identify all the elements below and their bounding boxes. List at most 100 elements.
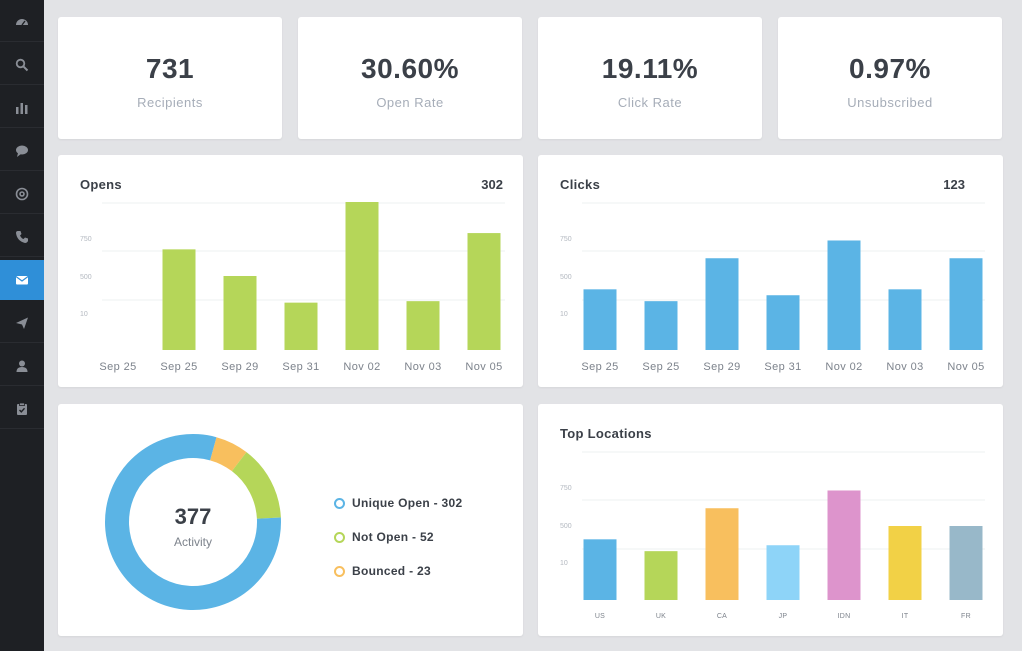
activity-total: 377 bbox=[174, 504, 212, 529]
bar bbox=[827, 490, 861, 600]
sidebar bbox=[0, 0, 44, 651]
opens-total: 302 bbox=[481, 177, 503, 192]
envelope-icon bbox=[15, 275, 29, 284]
legend-item-bounced: Bounced - 23 bbox=[334, 554, 462, 588]
y-tick-label: 10 bbox=[560, 560, 568, 567]
legend-item-unique-open: Unique Open - 302 bbox=[334, 486, 462, 520]
donut-slice-bounced bbox=[210, 437, 247, 472]
stat-card-unsubscribed: 0.97% Unsubscribed bbox=[778, 17, 1002, 139]
activity-legend: Unique Open - 302 Not Open - 52 Bounced … bbox=[334, 486, 462, 588]
y-tick-label: 750 bbox=[80, 236, 92, 243]
y-tick-label: 750 bbox=[560, 236, 572, 243]
opens-title: Opens bbox=[80, 177, 122, 192]
x-tick-label: IT bbox=[902, 613, 909, 620]
legend-dot-green bbox=[334, 531, 345, 543]
bar bbox=[406, 301, 440, 350]
nav-dashboard[interactable] bbox=[0, 2, 44, 42]
stat-value: 19.11% bbox=[601, 53, 699, 84]
user-icon bbox=[16, 360, 28, 372]
y-tick-label: 10 bbox=[80, 311, 88, 318]
clipboard-check-icon bbox=[17, 402, 27, 415]
legend-label: Not Open - 52 bbox=[352, 530, 434, 544]
y-tick-label: 500 bbox=[80, 274, 92, 281]
stat-card-click-rate: 19.11% Click Rate bbox=[538, 17, 762, 139]
x-tick-label: UK bbox=[656, 613, 666, 620]
nav-mentions[interactable] bbox=[0, 174, 44, 214]
bar bbox=[705, 508, 739, 600]
legend-label: Bounced - 23 bbox=[352, 564, 431, 578]
locations-bar-chart: 750 500 10 US UK CA JP IDN IT FR bbox=[560, 451, 985, 620]
x-tick-label: Nov 02 bbox=[343, 361, 380, 373]
stat-value: 0.97% bbox=[849, 53, 931, 84]
bar bbox=[644, 551, 678, 600]
y-tick-label: 10 bbox=[560, 311, 568, 318]
x-tick-label: Sep 25 bbox=[160, 361, 197, 373]
x-tick-label: Sep 25 bbox=[642, 361, 679, 373]
activity-donut-chart bbox=[105, 434, 281, 610]
clicks-total: 123 bbox=[943, 177, 965, 192]
x-tick-label: Nov 02 bbox=[825, 361, 862, 373]
stat-label: Unsubscribed bbox=[847, 95, 933, 110]
x-tick-label: Sep 31 bbox=[282, 361, 319, 373]
x-tick-label: Nov 03 bbox=[886, 361, 923, 373]
clicks-card: 750 500 10 Sep 25 Sep 25 Sep 29 Sep 31 Nov 02 No… bbox=[538, 155, 1003, 387]
bar-chart-icon bbox=[16, 102, 28, 114]
bar bbox=[705, 258, 739, 350]
opens-card: 750 500 10 Sep 25 Sep 25 Sep 29 Sep 31 Nov 02 No… bbox=[58, 155, 523, 387]
phone-icon bbox=[16, 230, 28, 243]
nav-tasks[interactable] bbox=[0, 389, 44, 429]
nav-email[interactable] bbox=[0, 260, 44, 300]
stat-label: Click Rate bbox=[617, 95, 683, 110]
x-tick-label: Sep 29 bbox=[703, 361, 740, 373]
x-tick-label: Sep 29 bbox=[221, 361, 258, 373]
x-tick-label: Sep 25 bbox=[99, 361, 136, 373]
stat-value: 30.60% bbox=[361, 53, 459, 84]
bar bbox=[284, 302, 318, 350]
bar bbox=[223, 276, 257, 350]
locations-title: Top Locations bbox=[560, 426, 652, 441]
y-tick-label: 500 bbox=[560, 274, 572, 281]
bar bbox=[345, 202, 379, 350]
x-tick-label: Nov 03 bbox=[404, 361, 441, 373]
stat-label: Recipients bbox=[137, 95, 203, 110]
activity-card: 377 Activity Unique Open - 302 Not Open … bbox=[58, 404, 523, 636]
stat-value: 731 bbox=[145, 53, 195, 84]
x-tick-label: CA bbox=[717, 613, 727, 620]
nav-messages[interactable] bbox=[0, 131, 44, 171]
bar bbox=[766, 545, 800, 600]
bar bbox=[888, 289, 922, 350]
x-tick-label: Sep 25 bbox=[581, 361, 618, 373]
nav-campaigns[interactable] bbox=[0, 303, 44, 343]
y-tick-label: 750 bbox=[560, 485, 572, 492]
bar bbox=[162, 249, 196, 350]
bar bbox=[583, 289, 617, 350]
x-tick-label: FR bbox=[961, 613, 971, 620]
at-sign-icon bbox=[15, 187, 29, 200]
dashboard-icon bbox=[16, 18, 28, 25]
x-tick-label: Nov 05 bbox=[465, 361, 502, 373]
stat-card-recipients: 731 Recipients bbox=[58, 17, 282, 139]
x-tick-label: IDN bbox=[838, 613, 851, 620]
nav-calls[interactable] bbox=[0, 217, 44, 257]
stat-label: Open Rate bbox=[376, 95, 444, 110]
legend-dot-blue bbox=[334, 497, 345, 509]
x-tick-label: Sep 31 bbox=[764, 361, 801, 373]
paper-plane-icon bbox=[16, 317, 28, 329]
y-tick-label: 500 bbox=[560, 523, 572, 530]
clicks-title: Clicks bbox=[560, 177, 601, 192]
donut-slice-not-open bbox=[231, 452, 281, 519]
bar bbox=[888, 526, 922, 600]
x-tick-label: US bbox=[595, 613, 605, 620]
x-tick-label: Nov 05 bbox=[947, 361, 984, 373]
activity-label: Activity bbox=[173, 535, 212, 549]
nav-contacts[interactable] bbox=[0, 346, 44, 386]
bar bbox=[467, 233, 501, 350]
nav-reports[interactable] bbox=[0, 88, 44, 128]
bar bbox=[766, 295, 800, 350]
locations-card: 750 500 10 US UK CA JP IDN IT FR Top Locations bbox=[538, 404, 1003, 636]
nav-search[interactable] bbox=[0, 45, 44, 85]
search-icon bbox=[15, 58, 29, 71]
legend-item-not-open: Not Open - 52 bbox=[334, 520, 462, 554]
stat-card-open-rate: 30.60% Open Rate bbox=[298, 17, 522, 139]
x-tick-label: JP bbox=[779, 613, 788, 620]
